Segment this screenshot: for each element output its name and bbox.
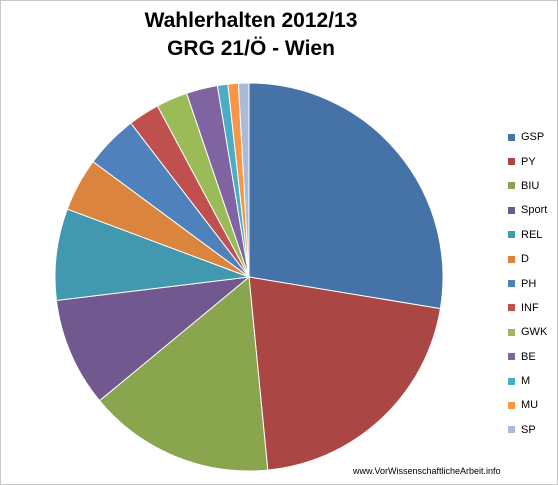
legend-swatch: [508, 353, 515, 361]
legend-swatch: [508, 158, 515, 166]
legend-label: GSP: [521, 131, 545, 144]
legend-label: PY: [521, 155, 536, 168]
legend-entry-sport: Sport: [508, 198, 547, 222]
legend-label: INF: [521, 301, 539, 314]
chart-legend: GSP PY BIU Sport REL D PH INF GWK BE M MU SP: [508, 125, 547, 442]
pie-slice-py: [248, 276, 441, 471]
chart-title-line-1: Wahlerhalten 2012/13: [144, 9, 358, 32]
legend-label: SP: [521, 423, 536, 436]
legend-entry-m: M: [508, 369, 547, 393]
legend-swatch: [508, 255, 515, 263]
legend-entry-sp: SP: [508, 418, 547, 442]
legend-swatch: [508, 133, 515, 141]
legend-swatch: [508, 377, 515, 385]
watermark: www.VorWissenschaftlicheArbeit.info: [353, 466, 501, 476]
chart-title-line-2: GRG 21/Ö - Wien: [167, 37, 335, 60]
legend-swatch: [508, 206, 515, 214]
legend-label: Sport: [521, 204, 548, 217]
legend-label: M: [521, 375, 531, 388]
legend-entry-py: PY: [508, 149, 547, 173]
legend-entry-rel: REL: [508, 223, 547, 247]
legend-label: BE: [521, 350, 536, 363]
legend-entry-ph: PH: [508, 271, 547, 295]
legend-label: D: [521, 253, 529, 266]
legend-entry-gwk: GWK: [508, 320, 547, 344]
legend-label: MU: [521, 399, 539, 412]
pie-slice-biu: [98, 276, 269, 472]
legend-label: PH: [521, 277, 537, 290]
legend-swatch: [508, 304, 515, 312]
legend-swatch: [508, 328, 515, 336]
legend-entry-mu: MU: [508, 393, 547, 417]
legend-swatch: [508, 426, 515, 434]
legend-entry-gsp: GSP: [508, 125, 547, 149]
pie-slice-sport: [55, 276, 251, 402]
chart-title: Wahlerhalten 2012/13 GRG 21/Ö - Wien: [1, 7, 501, 63]
legend-label: BIU: [521, 179, 540, 192]
legend-entry-d: D: [508, 247, 547, 271]
legend-swatch: [508, 231, 515, 239]
legend-label: REL: [521, 228, 543, 241]
legend-entry-biu: BIU: [508, 174, 547, 198]
legend-entry-inf: INF: [508, 296, 547, 320]
legend-swatch: [508, 280, 515, 288]
pie-slice-rel: [54, 208, 250, 302]
legend-swatch: [508, 401, 515, 409]
legend-label: GWK: [521, 326, 548, 339]
pie-slice-sp: [237, 82, 250, 278]
legend-swatch: [508, 182, 515, 190]
legend-entry-be: BE: [508, 345, 547, 369]
pie-slice-gsp: [248, 82, 444, 310]
